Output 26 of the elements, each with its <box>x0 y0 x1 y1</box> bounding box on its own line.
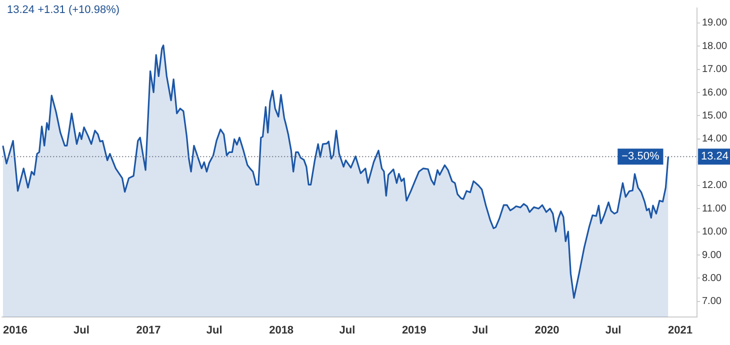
ref-line-label: 13.24 <box>701 150 729 163</box>
x-tick-label: 2021 <box>668 324 692 337</box>
x-tick-label: 2019 <box>402 324 426 337</box>
x-tick-label: 2016 <box>2 324 28 337</box>
y-tick-label: 7.00 <box>702 296 722 308</box>
x-tick-label: Jul <box>605 324 622 337</box>
x-tick-label: 2017 <box>136 324 161 337</box>
x-tick-label: Jul <box>206 324 222 337</box>
x-tick-label: 2020 <box>534 324 560 337</box>
y-tick-label: 9.00 <box>702 250 722 261</box>
y-tick-label: 19.00 <box>702 18 728 29</box>
y-tick-label: 11.00 <box>702 203 727 214</box>
y-tick-label: 12.00 <box>702 180 728 192</box>
y-tick-label: 15.00 <box>702 110 728 122</box>
chart-title: 13.24 +1.31 (+10.98%) <box>7 4 120 16</box>
y-tick-label: 16.00 <box>702 87 728 98</box>
y-tick-label: 8.00 <box>702 272 722 284</box>
x-tick-label: 2018 <box>269 324 294 337</box>
x-tick-label: Jul <box>339 324 356 337</box>
y-tick-label: 17.00 <box>702 64 728 76</box>
x-tick-label: Jul <box>74 324 90 337</box>
y-tick-label: 18.00 <box>702 40 728 52</box>
y-tick-label: 10.00 <box>702 226 728 238</box>
annotation: −3.50% <box>622 150 660 163</box>
y-tick-label: 14.00 <box>702 134 728 145</box>
x-tick-label: Jul <box>472 324 488 337</box>
